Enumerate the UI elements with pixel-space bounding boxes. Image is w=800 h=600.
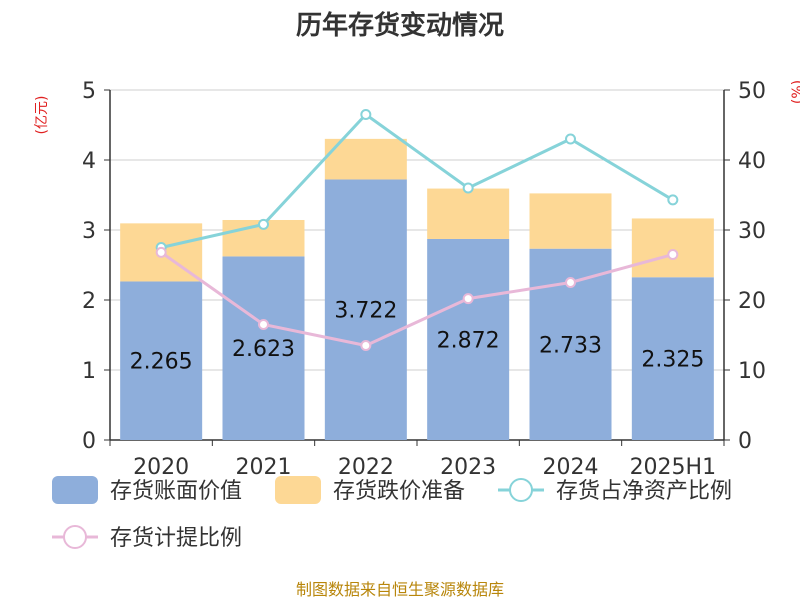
left-tick-label: 0: [82, 429, 96, 454]
bar: [222, 256, 305, 440]
bar: [631, 277, 714, 440]
legend-swatch: [52, 476, 98, 504]
bar-value-label: 2.872: [437, 328, 500, 353]
legend-label: 存货占净资产比例: [556, 479, 732, 504]
data-labels: 2.265 2.623 3.722 2.872 2.733 2.325: [130, 299, 705, 375]
left-tick-label: 3: [82, 219, 96, 244]
line-point: [565, 277, 576, 288]
bar-value-label: 3.722: [334, 299, 397, 324]
bar: [120, 281, 203, 440]
right-tick-label: 20: [738, 289, 766, 314]
x-tick-label: 2021: [236, 455, 292, 480]
line-point: [667, 249, 679, 260]
bar-value-label: 2.325: [641, 348, 704, 373]
chart-title: 历年存货变动情况: [296, 10, 504, 41]
legend-marker: [63, 525, 87, 549]
line-point: [258, 319, 269, 330]
x-tick-label: 2022: [338, 455, 394, 480]
line-point: [667, 194, 679, 206]
x-tick-label: 2025H1: [630, 455, 717, 480]
x-tick-label: 2023: [440, 455, 496, 480]
right-tick-label: 40: [738, 149, 766, 174]
bar-value-label: 2.623: [232, 337, 295, 362]
legend-label: 存货账面价值: [110, 479, 242, 504]
bar: [427, 188, 510, 239]
legend-marker: [509, 478, 533, 502]
left-tick-label: 5: [82, 79, 96, 104]
line-point: [565, 133, 576, 145]
line-point: [360, 109, 372, 120]
bar-value-label: 2.733: [539, 333, 602, 358]
axes: [104, 89, 730, 446]
left-tick-label: 1: [82, 359, 96, 384]
right-tick-label: 10: [738, 359, 766, 384]
left-tick-label: 4: [82, 149, 96, 174]
legend-swatch: [275, 476, 321, 504]
series-line: [160, 251, 674, 348]
line-point: [258, 218, 269, 230]
left-tick-label: 2: [82, 289, 96, 314]
bar: [631, 218, 714, 278]
legend-label: 存货计提比例: [110, 526, 242, 551]
line-point: [155, 246, 167, 258]
x-tick-label: 2024: [543, 455, 599, 480]
right-axis-unit: (%): [790, 80, 800, 104]
right-tick-label: 0: [738, 429, 752, 454]
bar: [427, 238, 510, 440]
x-tick-label: 2020: [133, 455, 189, 480]
line-point: [462, 293, 474, 305]
bars: [120, 138, 714, 440]
bar: [529, 193, 612, 249]
source-note: 制图数据来自恒生聚源数据库: [296, 580, 504, 599]
line-point: [360, 340, 372, 351]
right-tick-label: 50: [738, 79, 766, 104]
series-lines: [155, 109, 679, 351]
legend-label: 存货跌价准备: [333, 479, 465, 504]
bar-value-label: 2.265: [130, 350, 193, 375]
line-point: [462, 182, 474, 194]
right-tick-label: 30: [738, 219, 766, 244]
bar: [324, 179, 407, 440]
series-line: [160, 112, 674, 249]
left-axis-unit: (亿元): [34, 96, 50, 135]
